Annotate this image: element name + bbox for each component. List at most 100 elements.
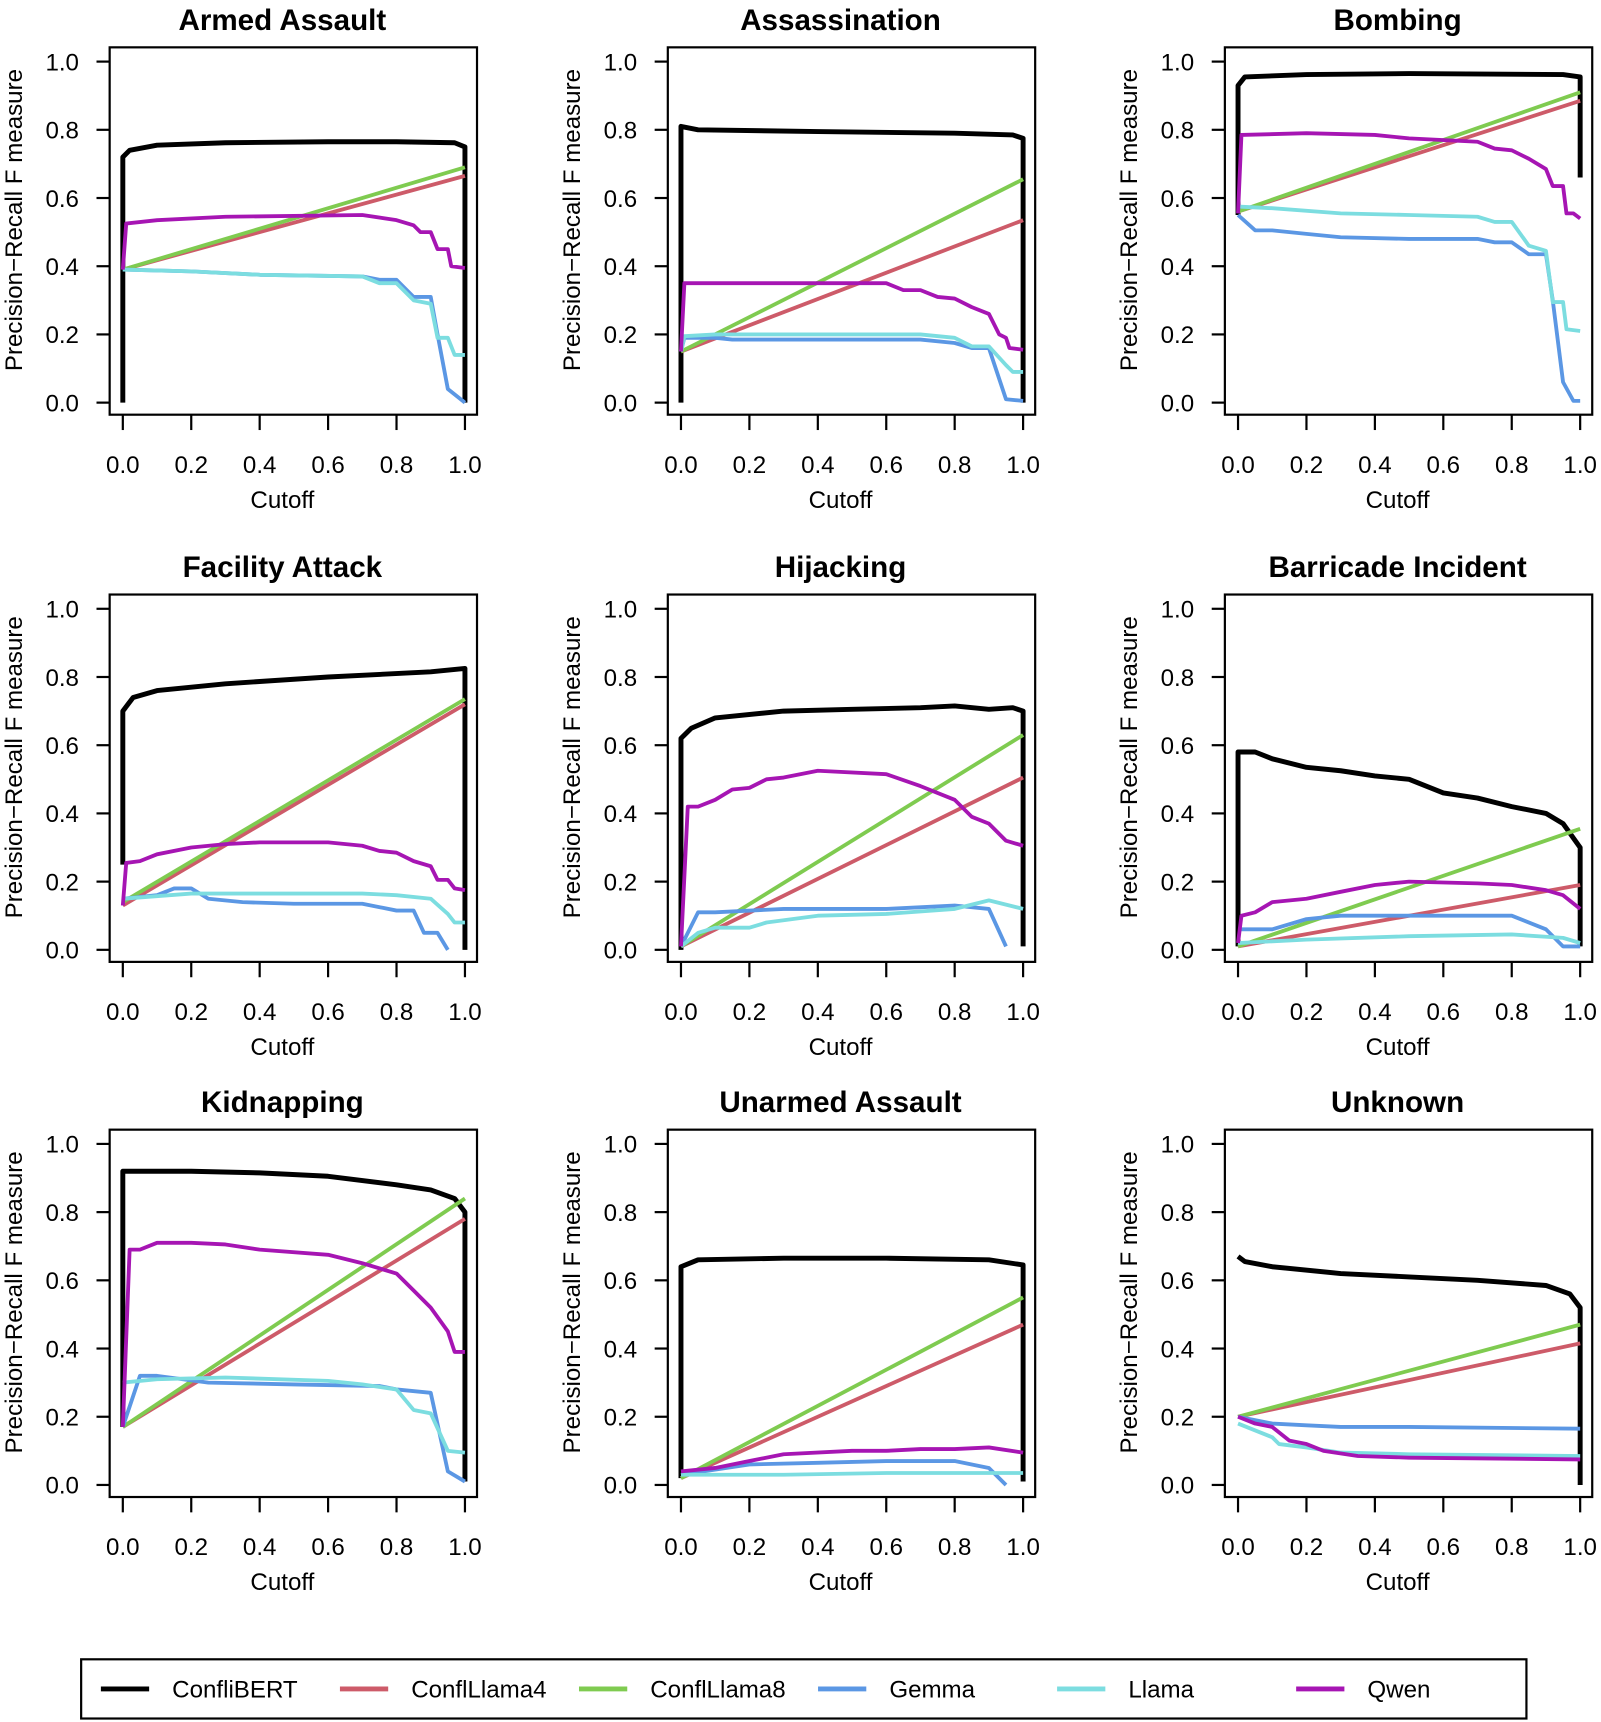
series-line-gemma (1236, 213, 1581, 403)
plot-frame (666, 46, 1037, 416)
panel-assassination: Assassination 0.0 0.2 0.4 0.6 0.8 1.0 0.0 0.2 0.4… (559, 4, 1040, 514)
y-tick-label: 1.0 (604, 597, 638, 624)
plot-frame (108, 593, 479, 963)
y-tick-label: 1.0 (604, 49, 638, 76)
y-tick-label: 0.4 (604, 254, 638, 281)
x-tick-label: 0.6 (1427, 999, 1461, 1026)
y-tick-label: 0.4 (45, 254, 79, 281)
panel-title: Assassination (740, 4, 941, 37)
x-tick-label: 0.2 (174, 1534, 208, 1561)
series-line-qwen (120, 1240, 465, 1428)
y-tick-label: 0.2 (45, 322, 79, 349)
series-line-conflibert (1235, 71, 1583, 216)
y-tick-label: 0.2 (604, 322, 638, 349)
x-tick-label: 0.0 (1221, 452, 1255, 479)
series-line-gemma (1238, 913, 1581, 949)
y-tick-label: 0.2 (45, 1405, 79, 1432)
plot-frame (108, 46, 479, 416)
plot-frame (666, 593, 1037, 963)
y-tick-label: 0.4 (1161, 801, 1195, 828)
plot-frame (666, 1128, 1037, 1499)
series-line-conflibert (678, 1255, 1026, 1482)
series-line-llama (122, 1375, 466, 1455)
x-tick-label: 0.6 (1427, 452, 1461, 479)
series-line-conflllama4 (1237, 1341, 1581, 1419)
x-tick-label: 0.8 (938, 1534, 972, 1561)
series-line-conflibert (120, 139, 468, 403)
series-line-llama (1237, 1421, 1581, 1458)
series-line-qwen (680, 1445, 1024, 1474)
y-tick-label: 0.4 (604, 801, 638, 828)
y-tick-label: 0.0 (1161, 1473, 1195, 1500)
series-line-qwen (1236, 879, 1582, 944)
series-line-conflllama8 (1237, 826, 1581, 949)
series-line-qwen (120, 840, 466, 906)
panel-armed-assault: Armed Assault 0.0 0.2 0.4 0.6 0.8 1.0 0.0 0.2 0.4… (1, 4, 482, 514)
series-line-conflllama4 (680, 1322, 1024, 1480)
x-tick-label: 1.0 (1563, 999, 1597, 1026)
series-line-qwen (1237, 1414, 1581, 1462)
x-axis-label: Cutoff (809, 487, 873, 514)
x-tick-label: 0.8 (380, 1534, 414, 1561)
x-tick-label: 0.6 (311, 1534, 345, 1561)
x-axis-label: Cutoff (1366, 1569, 1430, 1596)
y-tick-label: 0.8 (604, 1200, 638, 1227)
series-line-conflllama4 (680, 775, 1024, 949)
plot-frame (1223, 593, 1594, 963)
panel-title: Facility Attack (183, 551, 383, 584)
panel-unarmed-assault: Unarmed Assault 0.0 0.2 0.4 0.6 0.8 1.0 0.0 0.2 0… (559, 1086, 1040, 1596)
y-tick-label: 0.8 (1161, 1200, 1195, 1227)
series-line-conflibert (120, 1168, 468, 1482)
panel-title: Kidnapping (201, 1086, 364, 1119)
series-line-llama (1237, 932, 1581, 945)
series-line-conflibert (1235, 749, 1583, 947)
x-tick-label: 0.8 (380, 452, 414, 479)
y-axis-label: Precision−Recall F measure (1116, 1151, 1143, 1453)
y-tick-label: 0.8 (1161, 665, 1195, 692)
y-tick-label: 0.0 (604, 1473, 638, 1500)
series-line-gemma (679, 903, 1008, 948)
y-tick-label: 0.2 (45, 869, 79, 896)
series-line-qwen (1236, 131, 1582, 221)
x-tick-label: 0.2 (1290, 452, 1324, 479)
y-tick-label: 0.0 (45, 938, 79, 965)
x-axis-label: Cutoff (250, 1569, 314, 1596)
legend-label: ConflLlama4 (411, 1677, 546, 1704)
x-tick-label: 0.4 (801, 1534, 835, 1561)
panel-hijacking: Hijacking 0.0 0.2 0.4 0.6 0.8 1.0 0.0 0.2 0.4 0.6 0… (559, 551, 1040, 1061)
panel-title: Unknown (1331, 1086, 1464, 1119)
x-tick-label: 0.4 (243, 452, 277, 479)
y-tick-label: 0.4 (604, 1336, 638, 1363)
series-line-gemma (122, 886, 450, 951)
y-axis-label: Precision−Recall F measure (559, 1151, 586, 1453)
x-tick-label: 0.4 (243, 999, 277, 1026)
y-tick-label: 0.8 (45, 665, 79, 692)
series-line-conflllama8 (121, 697, 466, 904)
series-line-conflibert (1236, 1254, 1583, 1485)
y-tick-label: 0.2 (604, 1405, 638, 1432)
y-axis-label: Precision−Recall F measure (1, 1151, 28, 1453)
y-axis-label: Precision−Recall F measure (1, 69, 28, 371)
plot-frame (108, 1128, 479, 1499)
y-axis-label: Precision−Recall F measure (1, 616, 28, 918)
y-tick-label: 0.6 (1161, 733, 1195, 760)
x-axis-label: Cutoff (1366, 487, 1430, 514)
x-tick-label: 0.4 (1358, 452, 1392, 479)
y-tick-label: 1.0 (1161, 49, 1195, 76)
x-axis-label: Cutoff (1366, 1034, 1430, 1061)
x-tick-label: 0.6 (869, 1534, 903, 1561)
series-line-gemma (680, 1459, 1008, 1487)
series-line-qwen (679, 768, 1024, 947)
x-tick-label: 1.0 (1563, 452, 1597, 479)
panel-unknown: Unknown 0.0 0.2 0.4 0.6 0.8 1.0 0.0 0.2 0.4 0.6 0.8… (1116, 1086, 1597, 1596)
x-tick-label: 1.0 (1006, 452, 1040, 479)
y-tick-label: 0.4 (1161, 1336, 1195, 1363)
x-axis-label: Cutoff (250, 487, 314, 514)
series-line-conflibert (678, 123, 1026, 403)
x-tick-label: 1.0 (1006, 999, 1040, 1026)
x-tick-label: 0.2 (174, 999, 208, 1026)
x-tick-label: 0.2 (733, 452, 767, 479)
y-tick-label: 1.0 (604, 1132, 638, 1159)
y-tick-label: 1.0 (1161, 1132, 1195, 1159)
y-tick-label: 0.2 (1161, 1405, 1195, 1432)
